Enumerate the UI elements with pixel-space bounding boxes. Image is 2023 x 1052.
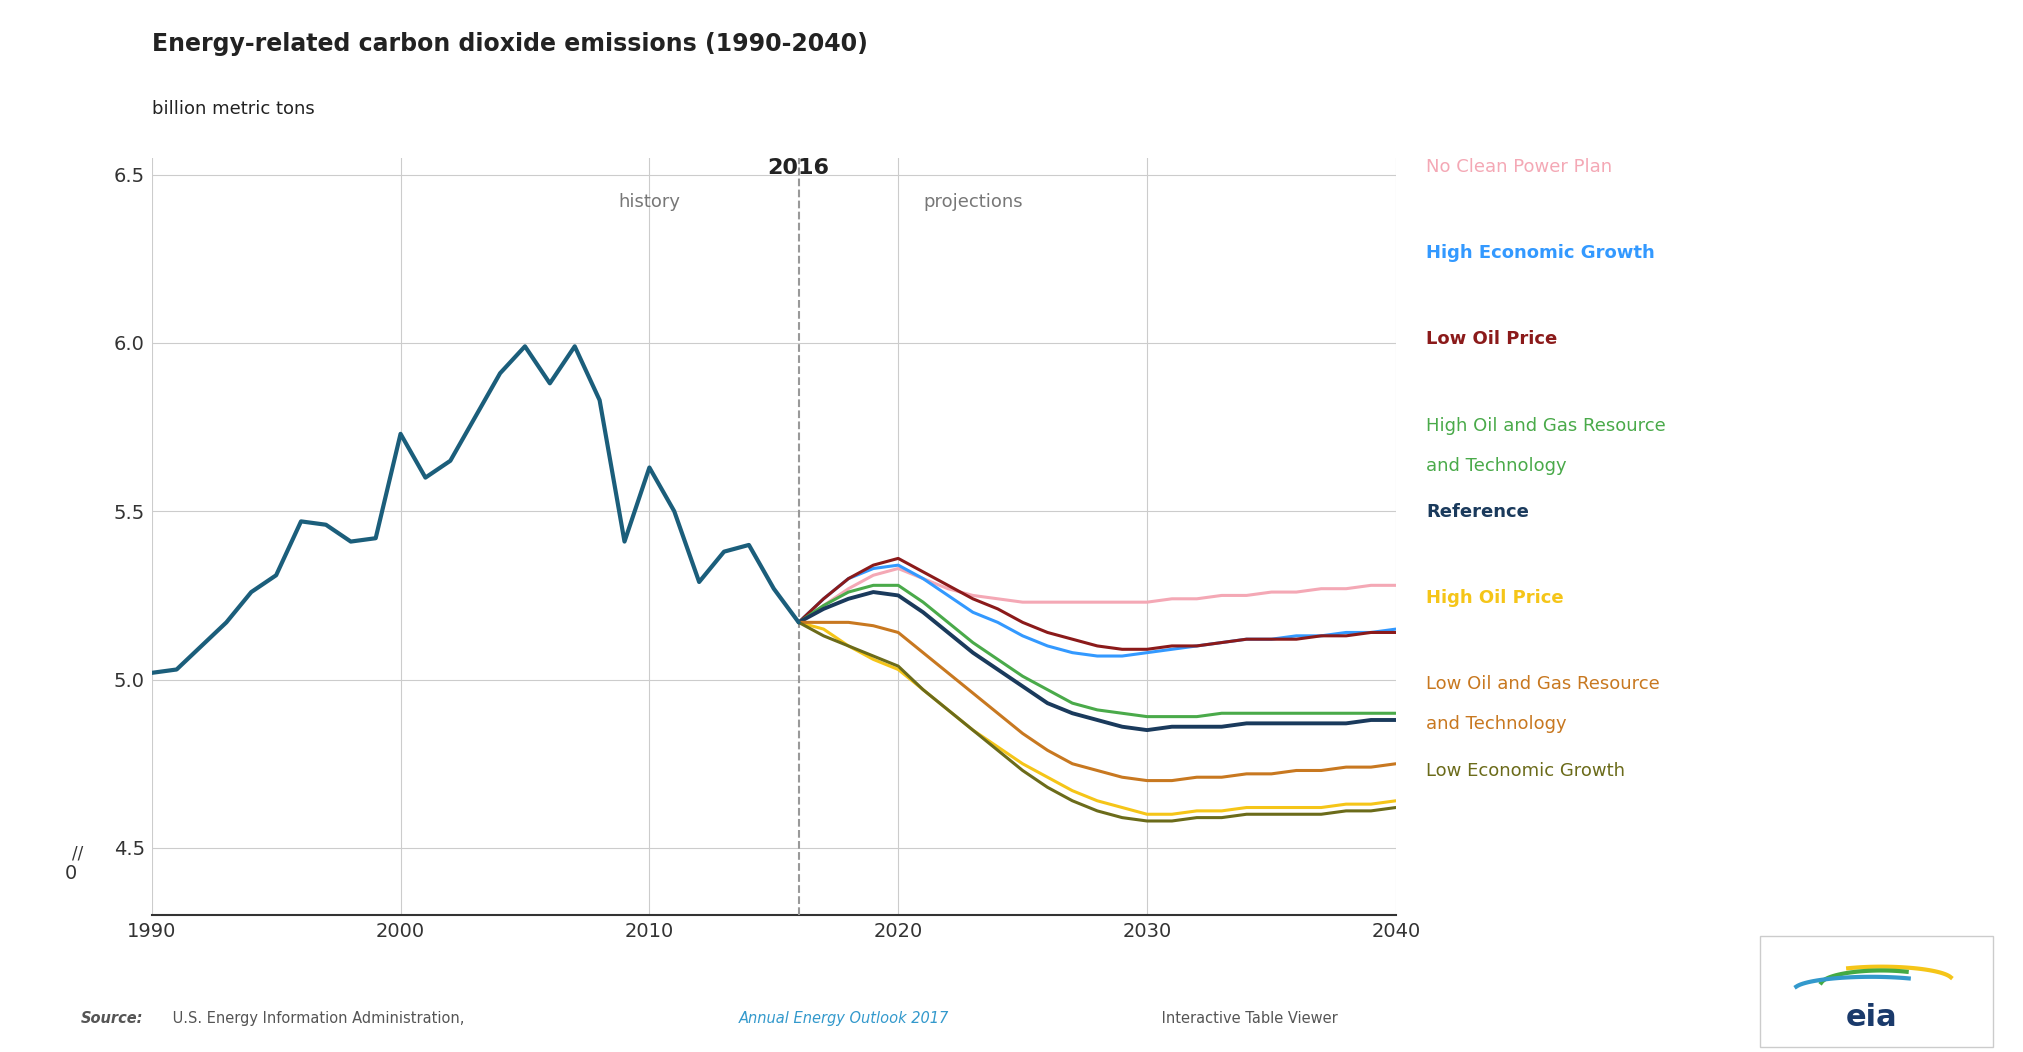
Text: eia: eia xyxy=(1845,1004,1898,1032)
Text: Low Oil Price: Low Oil Price xyxy=(1426,330,1558,348)
Text: Annual Energy Outlook 2017: Annual Energy Outlook 2017 xyxy=(738,1011,949,1026)
Text: High Oil and Gas Resource: High Oil and Gas Resource xyxy=(1426,417,1667,434)
Text: Low Economic Growth: Low Economic Growth xyxy=(1426,762,1624,780)
Text: U.S. Energy Information Administration,: U.S. Energy Information Administration, xyxy=(168,1011,469,1026)
Text: Interactive Table Viewer: Interactive Table Viewer xyxy=(1157,1011,1337,1026)
Text: No Clean Power Plan: No Clean Power Plan xyxy=(1426,158,1612,176)
Text: projections: projections xyxy=(922,193,1024,210)
Text: //: // xyxy=(73,844,83,863)
Text: 0: 0 xyxy=(65,864,77,883)
Text: Low Oil and Gas Resource: Low Oil and Gas Resource xyxy=(1426,675,1661,693)
Text: High Economic Growth: High Economic Growth xyxy=(1426,244,1655,262)
Text: Reference: Reference xyxy=(1426,503,1529,521)
Text: billion metric tons: billion metric tons xyxy=(152,100,314,118)
Text: High Oil Price: High Oil Price xyxy=(1426,589,1564,607)
Text: and Technology: and Technology xyxy=(1426,715,1568,733)
Text: Energy-related carbon dioxide emissions (1990-2040): Energy-related carbon dioxide emissions … xyxy=(152,32,868,56)
Text: Source:: Source: xyxy=(81,1011,144,1026)
Text: 2016: 2016 xyxy=(767,158,829,178)
Text: history: history xyxy=(619,193,680,210)
Text: and Technology: and Technology xyxy=(1426,457,1568,474)
